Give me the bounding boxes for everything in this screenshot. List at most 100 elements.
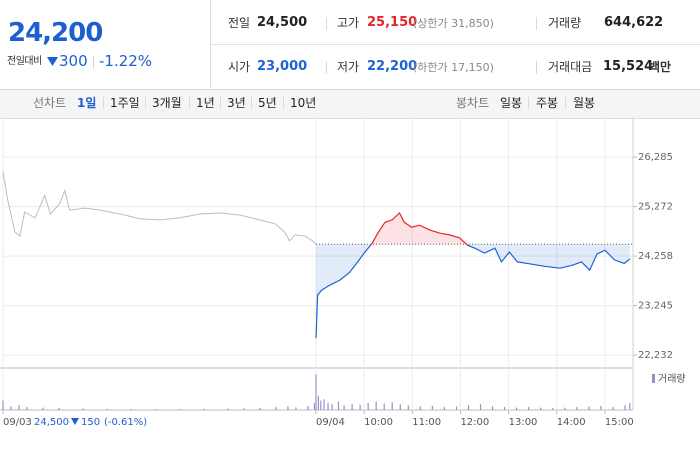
- volume-bar: [106, 408, 108, 410]
- volume-bar: [337, 401, 340, 410]
- separator: [145, 97, 146, 108]
- stat-label: 거래대금: [548, 60, 593, 74]
- price-line: [315, 212, 631, 339]
- volume-bar: [10, 406, 12, 410]
- volume-bar: [629, 402, 631, 410]
- candle-tab[interactable]: 월봉: [573, 96, 596, 110]
- volume-bar: [479, 404, 482, 410]
- stat-label: 거래량: [548, 16, 582, 30]
- volume-bar: [331, 404, 333, 410]
- candle-tab[interactable]: 주봉: [536, 96, 559, 110]
- volume-bar: [130, 408, 133, 410]
- volume-bar: [203, 408, 205, 410]
- stat-unit: 백만: [649, 60, 672, 74]
- stat-value: 15,524: [603, 59, 654, 74]
- volume-bar: [383, 403, 385, 410]
- stat-note: (하한가 17,150): [413, 61, 494, 74]
- volume-bar: [600, 405, 602, 410]
- volume-bar: [491, 406, 494, 410]
- change-label: 전일대비: [7, 56, 42, 67]
- y-tick-label: 26,285: [638, 152, 673, 163]
- legend-label: 거래량: [658, 373, 686, 385]
- period-tab[interactable]: 5년: [258, 96, 277, 110]
- volume-bar: [367, 402, 369, 410]
- volume-bar: [178, 408, 181, 410]
- stat-note: (상한가 31,850): [413, 17, 494, 30]
- y-tick-label: 24,258: [638, 251, 673, 262]
- volume-bar: [375, 401, 377, 410]
- separator: [93, 56, 94, 69]
- volume-bar: [307, 405, 309, 410]
- down-arrow: [47, 57, 58, 66]
- change: 300: [59, 52, 88, 70]
- divider: [211, 44, 700, 45]
- volume-bar: [26, 407, 28, 410]
- legend-swatch: [652, 374, 655, 383]
- stat-label: 고가: [337, 16, 360, 30]
- volume-bar: [588, 406, 590, 410]
- x-tick-label: 09/04: [316, 417, 345, 428]
- period-tab[interactable]: 1주일: [110, 96, 140, 110]
- volume-bar: [431, 405, 433, 410]
- x-tick-label: 15:00: [605, 417, 634, 428]
- stat-value: 24,500: [257, 15, 308, 30]
- candle-tab[interactable]: 일봉: [500, 96, 523, 110]
- period-tab[interactable]: 3년: [227, 96, 246, 110]
- change-rate: -1.22%: [99, 52, 153, 70]
- volume-bar: [540, 407, 542, 410]
- prev-close: 24,500: [34, 417, 69, 428]
- volume-bar: [564, 407, 566, 410]
- period-tab[interactable]: 10년: [290, 96, 317, 110]
- separator: [103, 97, 104, 108]
- stat-value: 25,150: [367, 15, 418, 30]
- tab-group-label: 봉차트: [456, 96, 490, 110]
- volume-bar: [343, 405, 345, 410]
- volume-bar: [455, 406, 458, 410]
- period-tab[interactable]: 1일: [77, 96, 97, 110]
- stat-label: 저가: [337, 60, 360, 74]
- volume-bar: [552, 407, 554, 410]
- volume-bar: [317, 395, 320, 410]
- prev-change: 150: [81, 417, 100, 428]
- separator: [528, 97, 529, 108]
- volume-bar: [243, 408, 245, 410]
- period-tab[interactable]: 3개월: [152, 96, 182, 110]
- period-tab[interactable]: 1년: [196, 96, 215, 110]
- volume-bar: [58, 407, 60, 410]
- volume-bar: [320, 400, 322, 410]
- volume-bar: [227, 408, 229, 410]
- volume-bar: [399, 404, 401, 410]
- down-arrow: [71, 418, 79, 425]
- x-tick-label: 10:00: [364, 417, 393, 428]
- volume-bar: [359, 404, 361, 410]
- volume-bar: [419, 406, 421, 410]
- separator: [283, 97, 284, 108]
- volume-bar: [275, 407, 277, 410]
- y-tick-label: 25,272: [638, 202, 673, 213]
- stat-label: 전일: [228, 16, 251, 30]
- volume-bar: [259, 407, 261, 410]
- volume-bar: [443, 407, 446, 410]
- tab-group-label: 선차트: [33, 96, 67, 110]
- x-tick-label: 12:00: [460, 417, 489, 428]
- volume-bar: [407, 405, 409, 410]
- stat-value: 23,000: [257, 59, 308, 74]
- x-tick-label: 13:00: [509, 417, 538, 428]
- volume-bar: [82, 408, 84, 410]
- volume-bar: [313, 402, 315, 410]
- separator: [326, 61, 327, 74]
- divider: [210, 0, 211, 88]
- stat-label: 시가: [228, 60, 251, 74]
- y-tick-label: 23,245: [638, 301, 673, 312]
- price-area: [315, 213, 630, 339]
- y-tick-label: 22,232: [638, 350, 673, 361]
- separator: [220, 97, 221, 108]
- volume-bar: [576, 407, 578, 410]
- x-tick-label: 11:00: [412, 417, 441, 428]
- volume-bar: [2, 400, 4, 410]
- separator: [326, 17, 327, 30]
- separator: [251, 97, 252, 108]
- volume-bar: [42, 407, 44, 410]
- volume-bar: [391, 402, 393, 410]
